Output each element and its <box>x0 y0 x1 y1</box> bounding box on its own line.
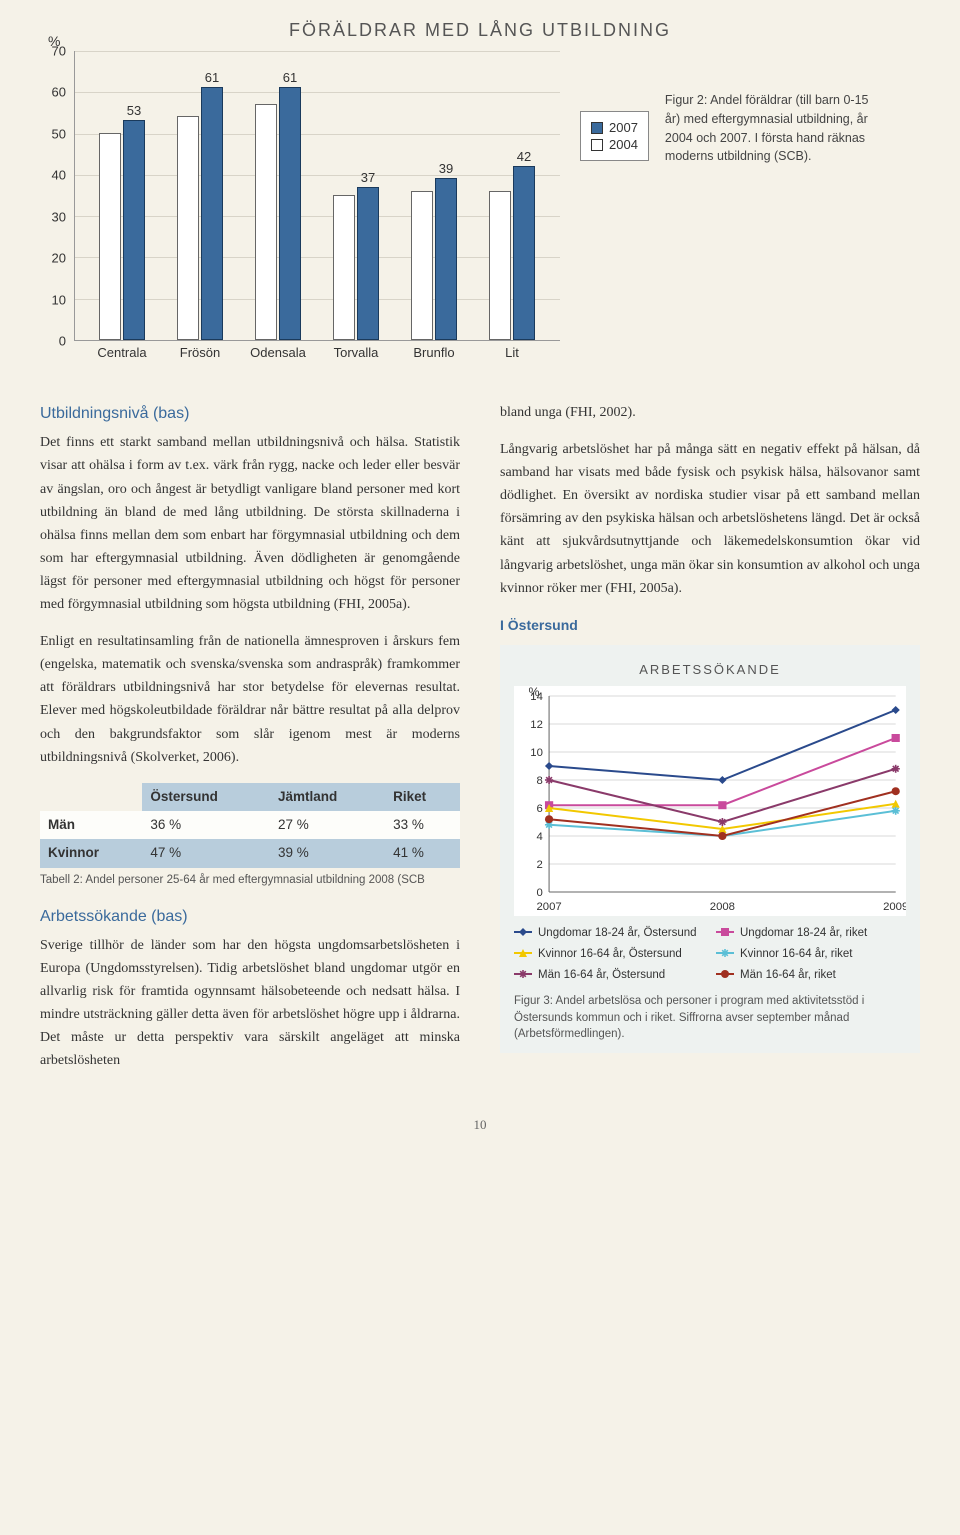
para-utb-1: Det finns ett starkt samband mellan utbi… <box>40 431 460 616</box>
education-table: ÖstersundJämtlandRiket Män36 %27 %33 %Kv… <box>40 783 460 868</box>
svg-text:10: 10 <box>530 747 543 759</box>
line-chart-legend: Ungdomar 18-24 år, ÖstersundUngdomar 18-… <box>514 926 906 983</box>
bar-chart-legend: 2007 2004 <box>580 111 649 161</box>
svg-text:6: 6 <box>537 803 543 815</box>
para-right-1: bland unga (FHI, 2002). <box>500 401 920 424</box>
svg-text:0: 0 <box>537 887 543 899</box>
legend-2004: 2004 <box>609 137 638 152</box>
bar-chart: % 010203040506070 536161373942 CentralaF… <box>40 51 560 371</box>
para-right-2: Långvarig arbetslöshet har på många sätt… <box>500 438 920 600</box>
line-chart-title: ARBETSSÖKANDE <box>514 659 906 680</box>
line-chart-caption: Figur 3: Andel arbetslösa och personer i… <box>514 993 906 1043</box>
para-utb-2: Enligt en resultatinsamling från de nati… <box>40 630 460 769</box>
legend-2007: 2007 <box>609 120 638 135</box>
right-column: bland unga (FHI, 2002). Långvarig arbets… <box>500 401 920 1087</box>
svg-text:12: 12 <box>530 719 543 731</box>
svg-text:2009: 2009 <box>883 901 906 913</box>
svg-text:2008: 2008 <box>710 901 735 913</box>
svg-text:2007: 2007 <box>536 901 561 913</box>
subheading-ostersund: I Östersund <box>500 614 920 637</box>
page-number: 10 <box>40 1117 920 1133</box>
svg-text:4: 4 <box>537 831 543 843</box>
left-column: Utbildningsnivå (bas) Det finns ett star… <box>40 401 460 1087</box>
bar-chart-caption: Figur 2: Andel föräldrar (till barn 0-15… <box>665 91 885 166</box>
heading-arbets: Arbetssökande (bas) <box>40 904 460 930</box>
heading-utbildning: Utbildningsnivå (bas) <box>40 401 460 427</box>
para-arb-1: Sverige tillhör de länder som har den hö… <box>40 934 460 1073</box>
bar-chart-section: FÖRÄLDRAR MED LÅNG UTBILDNING % 01020304… <box>40 20 920 371</box>
line-chart-section: ARBETSSÖKANDE 02468101214%200720082009 U… <box>500 645 920 1053</box>
bar-chart-title: FÖRÄLDRAR MED LÅNG UTBILDNING <box>40 20 920 41</box>
line-chart: 02468101214%200720082009 <box>514 686 906 916</box>
svg-text:2: 2 <box>537 859 543 871</box>
svg-text:%: % <box>528 686 539 699</box>
table-caption: Tabell 2: Andel personer 25-64 år med ef… <box>40 872 460 888</box>
svg-text:8: 8 <box>537 775 543 787</box>
